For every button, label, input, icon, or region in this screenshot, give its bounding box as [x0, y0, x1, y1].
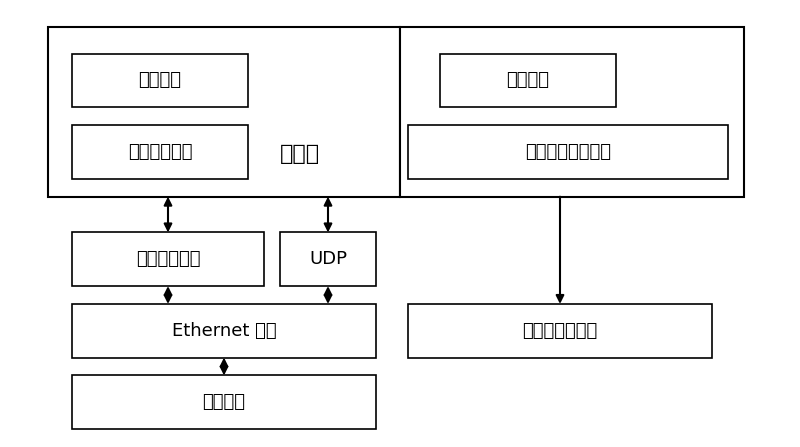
Bar: [400, 27, 744, 197]
Text: 网络接口: 网络接口: [202, 393, 246, 411]
Text: 站间传输控制: 站间传输控制: [128, 143, 192, 161]
Bar: [72, 125, 248, 179]
Bar: [72, 304, 376, 358]
Bar: [72, 375, 376, 429]
Bar: [48, 27, 400, 197]
Text: 应用层: 应用层: [280, 144, 320, 164]
Text: 实时控制协议: 实时控制协议: [136, 250, 200, 268]
Bar: [408, 304, 712, 358]
Text: 站内传输控制配置: 站内传输控制配置: [525, 143, 611, 161]
Text: Ethernet 协议: Ethernet 协议: [172, 322, 276, 340]
Bar: [72, 54, 248, 107]
Text: 系统配置: 系统配置: [138, 72, 182, 89]
Bar: [72, 232, 264, 286]
Bar: [408, 125, 728, 179]
Text: 采集和输出接口: 采集和输出接口: [522, 322, 598, 340]
Bar: [440, 54, 616, 107]
Text: UDP: UDP: [309, 250, 347, 268]
Text: 功能配置: 功能配置: [506, 72, 550, 89]
Bar: [280, 232, 376, 286]
